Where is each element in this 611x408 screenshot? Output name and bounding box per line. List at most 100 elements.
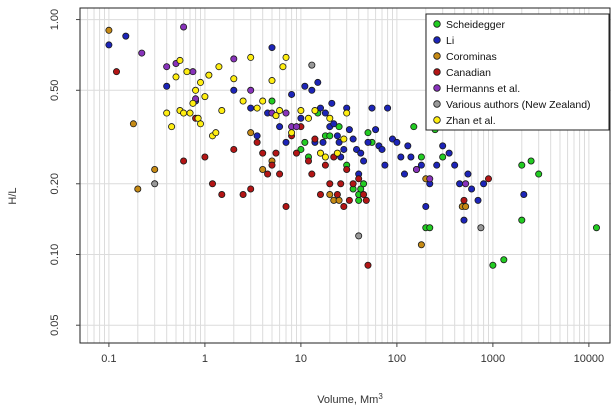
data-point	[326, 180, 334, 188]
data-point	[349, 180, 357, 188]
data-point	[304, 114, 312, 122]
data-point	[326, 114, 334, 122]
data-point	[321, 109, 329, 117]
data-point	[417, 161, 425, 169]
data-point	[381, 161, 389, 169]
data-point	[183, 68, 191, 76]
legend-label: Corominas	[446, 51, 497, 63]
data-point	[412, 166, 420, 174]
data-point	[333, 149, 341, 157]
data-point	[276, 107, 284, 115]
data-point	[518, 216, 526, 224]
data-point	[333, 132, 341, 140]
series-4	[138, 23, 470, 188]
data-point	[201, 93, 209, 101]
data-point	[340, 135, 348, 143]
data-point	[247, 53, 255, 61]
data-point	[378, 145, 386, 153]
data-point	[439, 142, 447, 150]
data-point	[268, 77, 276, 85]
data-point	[112, 68, 120, 76]
data-point	[301, 82, 309, 90]
data-point	[292, 149, 300, 157]
data-point	[527, 157, 535, 165]
data-point	[489, 261, 497, 269]
data-point	[189, 99, 197, 107]
data-point	[308, 170, 316, 178]
legend-marker	[433, 52, 441, 60]
data-point	[500, 256, 508, 264]
x-axis-label: Volume, Mm3	[317, 392, 383, 406]
legend-box	[425, 13, 610, 131]
data-point	[272, 149, 280, 157]
data-point	[172, 73, 180, 81]
data-point	[122, 32, 130, 40]
data-point	[282, 53, 290, 61]
data-point	[230, 75, 238, 83]
data-point	[535, 170, 543, 178]
data-point	[592, 224, 600, 232]
data-point	[218, 107, 226, 115]
legend-marker	[433, 20, 441, 28]
data-point	[308, 86, 316, 94]
data-point	[355, 232, 363, 240]
data-point	[316, 191, 324, 199]
data-point	[230, 145, 238, 153]
legend-marker	[433, 100, 441, 108]
data-point	[134, 185, 142, 193]
data-point	[357, 149, 365, 157]
data-point	[345, 126, 353, 134]
data-point	[205, 71, 213, 79]
data-point	[288, 90, 296, 98]
data-point	[186, 109, 194, 117]
data-point	[326, 132, 334, 140]
data-point	[474, 196, 482, 204]
data-point	[138, 49, 146, 57]
data-point	[268, 44, 276, 52]
data-point	[417, 153, 425, 161]
data-point	[314, 78, 322, 86]
data-point	[368, 104, 376, 112]
data-point	[259, 149, 267, 157]
data-point	[372, 126, 380, 134]
data-point	[151, 180, 159, 188]
data-point	[340, 203, 348, 211]
data-point	[201, 153, 209, 161]
data-point	[404, 142, 412, 150]
data-point	[362, 196, 370, 204]
data-point	[326, 191, 334, 199]
data-point	[468, 185, 476, 193]
data-point	[328, 99, 336, 107]
axis-ticks: 0.1 1 10 100 1000 10000 0.05 0.10 0.20 0.50 1.00	[49, 9, 604, 365]
data-point	[349, 135, 357, 143]
data-point	[247, 104, 255, 112]
data-point	[330, 120, 338, 128]
data-point	[151, 166, 159, 174]
data-point	[360, 180, 368, 188]
x-tick-label: 1000	[481, 353, 505, 365]
data-point	[253, 138, 261, 146]
data-point	[163, 109, 171, 117]
x-tick-label: 10	[295, 353, 307, 365]
y-tick-label: 1.00	[49, 9, 61, 30]
data-point	[518, 161, 526, 169]
data-point	[308, 61, 316, 69]
data-point	[340, 145, 348, 153]
data-point	[384, 104, 392, 112]
data-point	[105, 26, 113, 34]
data-point	[321, 153, 329, 161]
data-point	[288, 129, 296, 137]
y-tick-label: 0.50	[49, 80, 61, 101]
data-point	[400, 170, 408, 178]
data-point	[520, 191, 528, 199]
data-point	[311, 107, 319, 115]
data-point	[345, 196, 353, 204]
data-point	[451, 161, 459, 169]
data-point	[343, 166, 351, 174]
x-tick-label: 1	[202, 353, 208, 365]
data-point	[272, 112, 280, 120]
data-point	[335, 138, 343, 146]
x-tick-label: 0.1	[101, 353, 116, 365]
data-point	[129, 120, 137, 128]
data-point	[462, 203, 470, 211]
